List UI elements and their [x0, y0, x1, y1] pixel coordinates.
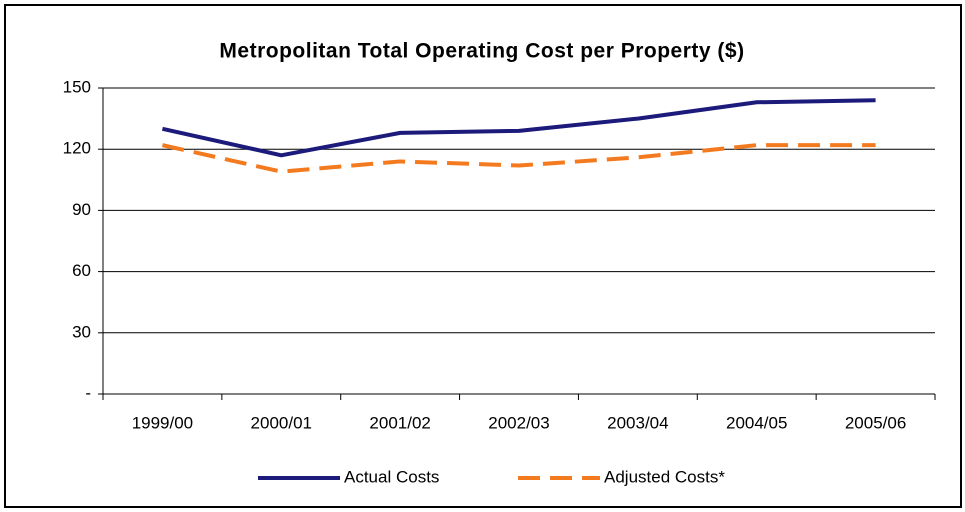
- x-tick-label: 2003/04: [607, 413, 668, 432]
- chart-frame: [4, 4, 962, 508]
- series-line: [161, 143, 876, 174]
- y-tick-label: 150: [63, 77, 91, 96]
- legend-label: Adjusted Costs*: [604, 467, 725, 486]
- y-tick-label: -: [85, 383, 91, 402]
- chart-title: Metropolitan Total Operating Cost per Pr…: [219, 40, 744, 63]
- x-tick-label: 2005/06: [845, 413, 906, 432]
- y-tick-label: 120: [63, 139, 91, 158]
- y-tick-label: 60: [72, 261, 91, 280]
- series-line: [161, 98, 876, 158]
- y-tick-label: 30: [72, 322, 91, 341]
- x-tick-label: 2002/03: [488, 413, 549, 432]
- x-tick-label: 2000/01: [251, 413, 312, 432]
- legend-label: Actual Costs: [344, 467, 439, 486]
- x-tick-label: 2004/05: [726, 413, 787, 432]
- x-tick-label: 1999/00: [132, 413, 193, 432]
- x-tick-label: 2001/02: [369, 413, 430, 432]
- y-tick-label: 90: [72, 200, 91, 219]
